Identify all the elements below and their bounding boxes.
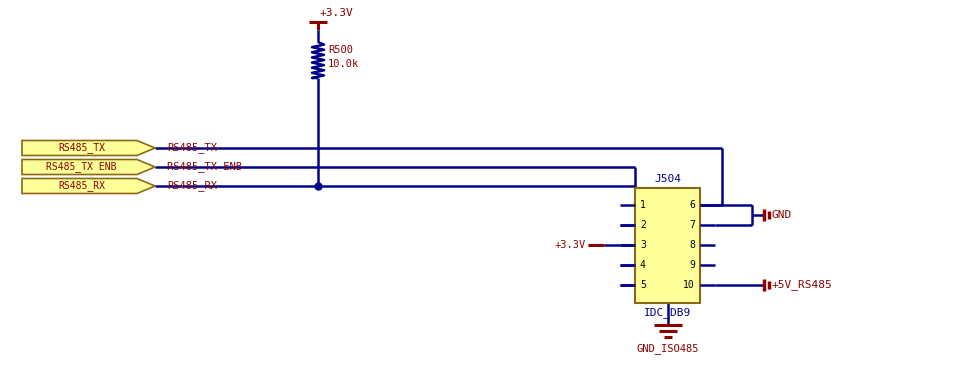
Text: 4: 4 xyxy=(640,260,646,270)
Text: 10.0k: 10.0k xyxy=(328,59,359,69)
Text: RS485_TX: RS485_TX xyxy=(167,143,217,153)
Text: 9: 9 xyxy=(689,260,695,270)
Text: +5V_RS485: +5V_RS485 xyxy=(772,280,833,291)
Text: IDC_DB9: IDC_DB9 xyxy=(644,307,691,318)
Text: GND: GND xyxy=(772,210,792,220)
Text: RS485_TX ENB: RS485_TX ENB xyxy=(167,161,242,172)
Text: RS485_TX ENB: RS485_TX ENB xyxy=(46,161,116,172)
Text: RS485_TX: RS485_TX xyxy=(58,143,105,153)
Text: R500: R500 xyxy=(328,45,353,55)
Text: 1: 1 xyxy=(640,200,646,210)
Polygon shape xyxy=(22,140,155,156)
Polygon shape xyxy=(22,179,155,193)
Text: 10: 10 xyxy=(683,280,695,290)
Text: 5: 5 xyxy=(640,280,646,290)
Text: RS485_RX: RS485_RX xyxy=(167,181,217,191)
Polygon shape xyxy=(22,160,155,174)
Text: 8: 8 xyxy=(689,240,695,250)
Text: 6: 6 xyxy=(689,200,695,210)
Text: 7: 7 xyxy=(689,220,695,230)
Text: +3.3V: +3.3V xyxy=(320,8,354,18)
Text: J504: J504 xyxy=(654,174,681,184)
Text: 2: 2 xyxy=(640,220,646,230)
Text: GND_ISO485: GND_ISO485 xyxy=(636,343,699,354)
Text: RS485_RX: RS485_RX xyxy=(58,181,105,191)
Text: +3.3V: +3.3V xyxy=(554,240,586,250)
Bar xyxy=(635,188,700,303)
Text: 3: 3 xyxy=(640,240,646,250)
